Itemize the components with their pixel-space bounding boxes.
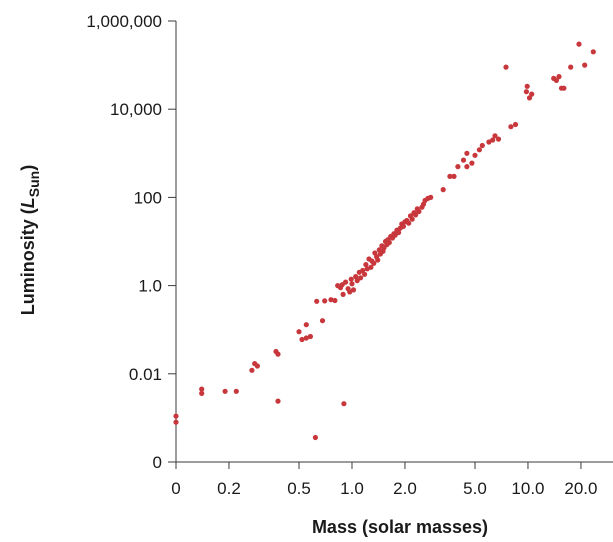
data-point bbox=[561, 85, 567, 91]
data-point bbox=[406, 220, 412, 226]
data-point bbox=[396, 229, 402, 236]
y-tick-label: 0.01 bbox=[129, 365, 162, 384]
data-point bbox=[524, 83, 530, 89]
y-axis-title-subscript: Sun bbox=[26, 171, 42, 197]
data-point bbox=[303, 322, 309, 328]
x-tick-label: 0 bbox=[171, 479, 180, 498]
data-point bbox=[492, 133, 498, 139]
data-point bbox=[307, 333, 313, 340]
data-point bbox=[199, 390, 205, 396]
data-point bbox=[233, 388, 239, 394]
y-ticks: 0 0.01 1.0 100 10,000 1,000,000 bbox=[86, 12, 176, 472]
y-tick-label: 0 bbox=[153, 453, 162, 472]
data-point bbox=[523, 89, 530, 95]
data-point bbox=[249, 367, 255, 373]
data-point bbox=[568, 64, 574, 70]
data-point bbox=[296, 329, 302, 335]
data-point bbox=[503, 64, 509, 70]
data-point bbox=[275, 351, 281, 357]
data-point bbox=[375, 257, 381, 263]
data-point bbox=[363, 262, 369, 268]
data-point bbox=[576, 41, 582, 47]
data-point bbox=[409, 216, 415, 222]
data-point bbox=[340, 291, 346, 297]
data-point bbox=[319, 318, 326, 324]
data-point bbox=[328, 297, 334, 303]
data-point bbox=[332, 297, 338, 304]
y-tick-label: 1,000,000 bbox=[86, 12, 162, 31]
data-point bbox=[275, 398, 281, 404]
x-tick-label: 0.2 bbox=[217, 479, 241, 498]
data-point bbox=[512, 121, 519, 128]
x-tick-label: 20.0 bbox=[564, 479, 597, 498]
data-point bbox=[590, 49, 596, 55]
data-point bbox=[199, 386, 205, 392]
x-ticks: 0 0.2 0.5 1.0 2.0 5.0 10.0 20.0 bbox=[171, 462, 597, 498]
x-axis-title: Mass (solar masses) bbox=[312, 517, 488, 537]
y-tick-label: 1.0 bbox=[138, 277, 162, 296]
data-point bbox=[526, 95, 533, 101]
data-point bbox=[400, 223, 406, 229]
data-point bbox=[529, 91, 535, 97]
data-point bbox=[173, 413, 179, 419]
data-point bbox=[343, 279, 349, 285]
data-point bbox=[350, 287, 357, 293]
y-tick-label: 100 bbox=[134, 188, 162, 207]
data-point bbox=[455, 164, 461, 170]
data-point bbox=[353, 274, 359, 280]
data-point bbox=[349, 281, 355, 287]
data-point bbox=[451, 173, 457, 179]
data-point bbox=[299, 336, 305, 343]
y-axis-title-symbol: L bbox=[18, 197, 38, 208]
x-tick-label: 10.0 bbox=[511, 479, 544, 498]
data-point bbox=[464, 150, 470, 156]
data-point bbox=[490, 137, 496, 143]
y-axis-title: Luminosity (LSun) bbox=[18, 165, 42, 315]
data-point bbox=[440, 187, 446, 193]
data-points bbox=[173, 41, 596, 441]
data-point bbox=[341, 401, 347, 407]
data-point bbox=[173, 419, 179, 425]
data-point bbox=[447, 173, 453, 179]
y-tick-label: 10,000 bbox=[110, 100, 162, 119]
data-point bbox=[322, 298, 328, 304]
data-point bbox=[460, 157, 467, 163]
data-point bbox=[582, 62, 588, 68]
data-point bbox=[358, 275, 364, 281]
x-tick-label: 0.5 bbox=[287, 479, 311, 498]
data-point bbox=[222, 388, 228, 394]
data-point bbox=[314, 298, 320, 304]
data-point bbox=[416, 208, 422, 215]
data-point bbox=[472, 152, 478, 158]
data-point bbox=[495, 136, 502, 142]
data-point bbox=[303, 335, 309, 341]
data-point bbox=[368, 264, 374, 270]
data-point bbox=[386, 239, 392, 246]
data-point bbox=[312, 434, 318, 441]
y-axis-title-main: Luminosity ( bbox=[18, 208, 38, 315]
axes bbox=[175, 21, 613, 463]
data-point bbox=[479, 142, 485, 149]
x-tick-label: 2.0 bbox=[393, 479, 417, 498]
x-tick-label: 5.0 bbox=[463, 479, 487, 498]
y-axis-title-close: ) bbox=[18, 165, 38, 171]
data-point bbox=[362, 271, 368, 277]
data-point bbox=[413, 212, 419, 218]
data-point bbox=[508, 124, 514, 130]
data-point bbox=[469, 160, 475, 166]
data-point bbox=[464, 164, 470, 170]
data-point bbox=[553, 77, 560, 83]
data-point bbox=[476, 147, 482, 153]
data-point bbox=[254, 363, 260, 369]
data-point bbox=[348, 276, 354, 282]
data-point bbox=[371, 260, 377, 266]
data-point bbox=[556, 74, 562, 80]
x-tick-label: 1.0 bbox=[340, 479, 364, 498]
data-point bbox=[428, 194, 434, 200]
